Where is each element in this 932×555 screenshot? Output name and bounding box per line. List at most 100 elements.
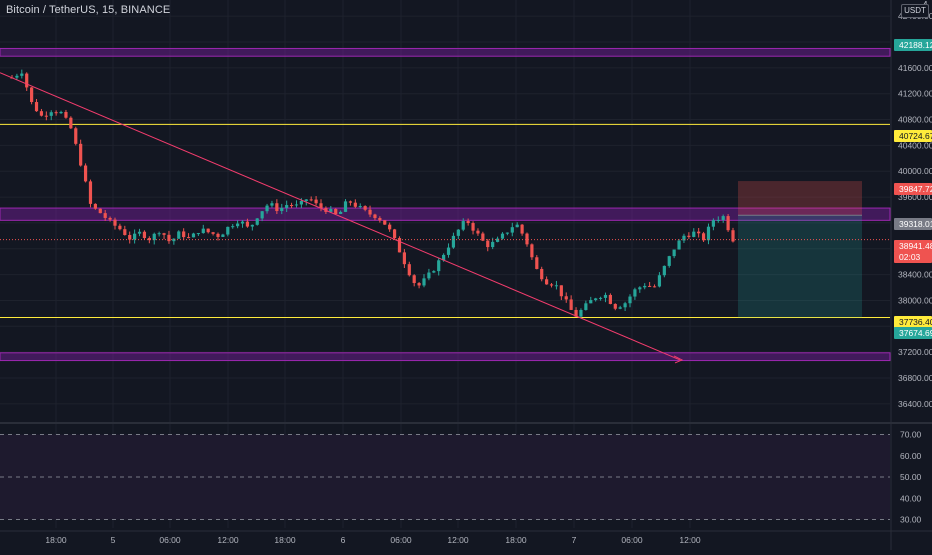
price-label-badge	[894, 218, 932, 230]
candle-body	[74, 128, 78, 144]
candle-body	[240, 221, 245, 224]
candle-body	[711, 220, 715, 227]
candle-body	[270, 203, 274, 206]
candle-body	[231, 226, 235, 228]
candle-body	[88, 181, 93, 204]
candle-body	[93, 203, 97, 209]
candle-body	[633, 289, 637, 297]
y-axis-tick-label: 36800.00	[898, 373, 932, 383]
candle-body	[236, 223, 240, 227]
candle-body	[142, 231, 147, 239]
currency-button[interactable]: USDT	[901, 4, 929, 18]
candle-body	[378, 218, 382, 221]
candle-body	[216, 233, 220, 237]
x-axis-tick-label: 06:00	[159, 535, 181, 545]
candle-body	[20, 73, 24, 76]
oscillator-y-tick-label: 40.00	[900, 493, 922, 503]
x-axis-tick-label: 12:00	[217, 535, 239, 545]
price-label-badge	[894, 316, 932, 328]
candle-body	[280, 207, 284, 212]
candle-body	[500, 233, 505, 239]
candle-body	[667, 256, 671, 266]
price-label-badge	[894, 183, 932, 195]
candle-body	[309, 199, 313, 201]
candle-body	[348, 201, 353, 203]
candle-body	[456, 229, 460, 236]
price-label-text: 39318.01	[899, 219, 932, 229]
candle-body	[442, 254, 446, 261]
support-resistance-zone	[0, 47, 891, 57]
candle-body	[623, 303, 627, 308]
candle-body	[319, 203, 323, 209]
candle-body	[289, 205, 294, 207]
y-axis-tick-label: 41600.00	[898, 63, 932, 73]
candle-body	[525, 233, 529, 245]
candle-body	[628, 296, 632, 304]
candle-body	[417, 283, 421, 286]
candle-body	[83, 165, 88, 182]
candle-body	[520, 224, 524, 234]
x-axis-tick-label: 06:00	[621, 535, 643, 545]
candle-body	[545, 279, 549, 285]
candle-body	[677, 240, 681, 250]
candle-body	[59, 111, 63, 114]
candle-body	[701, 233, 706, 241]
candle-body	[687, 235, 691, 237]
candle-body	[299, 201, 303, 205]
candle-body	[79, 143, 83, 166]
candle-body	[358, 206, 362, 208]
y-axis-tick-label: 38400.00	[898, 270, 932, 280]
candle-body	[167, 234, 171, 242]
candle-body	[250, 224, 254, 227]
candle-body	[54, 112, 58, 114]
candle-body	[221, 234, 225, 237]
support-resistance-zone	[0, 352, 891, 362]
candle-body	[211, 232, 215, 234]
candle-body	[285, 205, 289, 208]
candle-body	[495, 238, 500, 242]
y-axis-tick-label: 38000.00	[898, 295, 932, 305]
y-axis-tick-label: 39600.00	[898, 192, 932, 202]
candle-body	[726, 216, 730, 231]
y-axis-tick-label: 40800.00	[898, 115, 932, 125]
price-label-text: 40724.67	[899, 131, 932, 141]
candle-body	[608, 294, 612, 304]
candle-body	[613, 303, 617, 309]
candle-body	[304, 199, 308, 202]
price-label-text: 39847.72	[899, 184, 932, 194]
candle-body	[530, 244, 534, 258]
candle-body	[392, 229, 397, 239]
candle-body	[662, 265, 666, 276]
candle-body	[388, 224, 392, 230]
price-label-text: 02:03	[899, 252, 921, 262]
candle-body	[206, 228, 210, 233]
oscillator-y-tick-label: 30.00	[900, 515, 922, 525]
candle-body	[569, 299, 573, 310]
candle-body	[491, 241, 495, 248]
y-axis-tick-label: 41200.00	[898, 89, 932, 99]
candle-body	[383, 220, 387, 225]
candle-body	[353, 202, 357, 207]
price-label-text: 42188.12	[899, 40, 932, 50]
oscillator-y-tick-label: 60.00	[900, 451, 922, 461]
y-axis-tick-label: 40400.00	[898, 140, 932, 150]
oscillator-y-tick-label: 70.00	[900, 430, 922, 440]
price-label-badge	[894, 251, 932, 263]
candle-body	[432, 271, 436, 273]
candle-body	[554, 285, 559, 287]
candle-body	[172, 238, 176, 242]
candle-body	[49, 112, 53, 116]
candle-body	[446, 247, 451, 255]
candle-body	[598, 297, 603, 299]
candle-body	[603, 294, 608, 298]
x-axis-tick-label: 7	[572, 535, 577, 545]
candle-body	[314, 199, 318, 204]
candle-body	[643, 285, 647, 288]
candle-body	[113, 219, 117, 226]
candle-body	[39, 111, 44, 116]
candle-body	[265, 205, 269, 212]
candle-body	[373, 214, 377, 219]
candle-body	[294, 204, 299, 206]
